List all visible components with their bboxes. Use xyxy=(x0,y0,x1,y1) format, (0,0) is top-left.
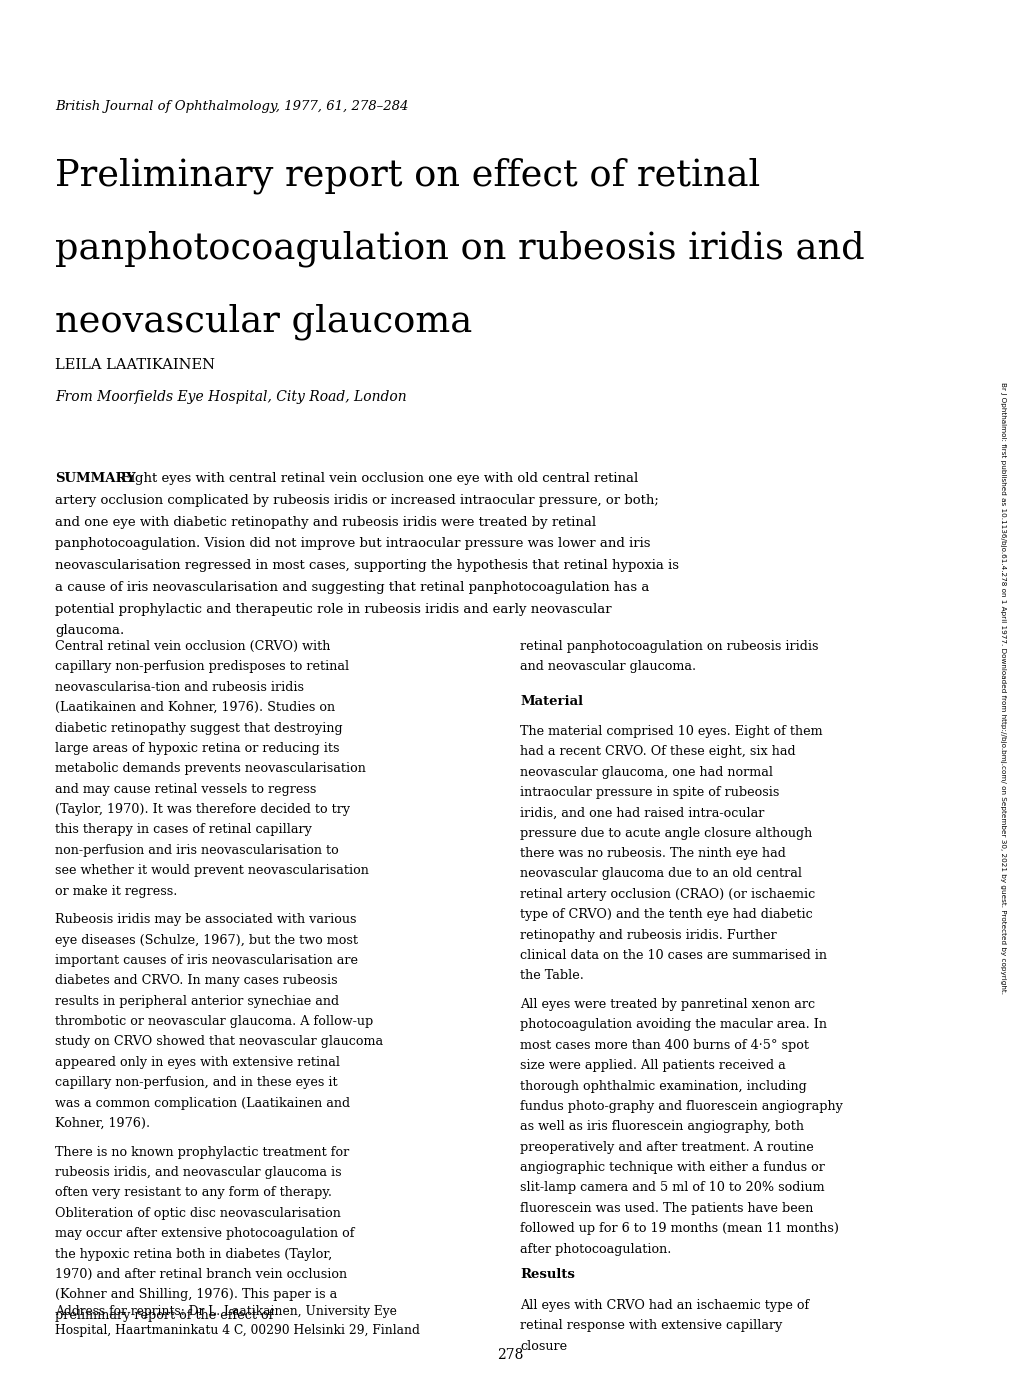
Text: fluorescein was used. The patients have been: fluorescein was used. The patients have … xyxy=(520,1202,812,1215)
Text: and may cause retinal vessels to regress: and may cause retinal vessels to regress xyxy=(55,782,316,796)
Text: there was no rubeosis. The ninth eye had: there was no rubeosis. The ninth eye had xyxy=(520,847,785,861)
Text: SUMMARY: SUMMARY xyxy=(55,472,136,485)
Text: large areas of hypoxic retina or reducing its: large areas of hypoxic retina or reducin… xyxy=(55,742,339,755)
Text: as well as iris fluorescein angiography, both: as well as iris fluorescein angiography,… xyxy=(520,1121,803,1133)
Text: Eight eyes with central retinal vein occlusion one eye with old central retinal: Eight eyes with central retinal vein occ… xyxy=(117,472,638,485)
Text: Hospital, Haartmaninkatu 4 C, 00290 Helsinki 29, Finland: Hospital, Haartmaninkatu 4 C, 00290 Hels… xyxy=(55,1325,420,1337)
Text: 278: 278 xyxy=(496,1348,523,1362)
Text: thrombotic or neovascular glaucoma. A follow-up: thrombotic or neovascular glaucoma. A fo… xyxy=(55,1015,373,1029)
Text: and neovascular glaucoma.: and neovascular glaucoma. xyxy=(520,661,695,673)
Text: All eyes with CRVO had an ischaemic type of: All eyes with CRVO had an ischaemic type… xyxy=(520,1299,808,1312)
Text: non-perfusion and iris neovascularisation to: non-perfusion and iris neovascularisatio… xyxy=(55,844,338,856)
Text: and one eye with diabetic retinopathy and rubeosis iridis were treated by retina: and one eye with diabetic retinopathy an… xyxy=(55,515,595,529)
Text: preoperatively and after treatment. A routine: preoperatively and after treatment. A ro… xyxy=(520,1140,813,1154)
Text: eye diseases (Schulze, 1967), but the two most: eye diseases (Schulze, 1967), but the tw… xyxy=(55,934,358,946)
Text: retinal panphotocoagulation on rubeosis iridis: retinal panphotocoagulation on rubeosis … xyxy=(520,640,817,653)
Text: results in peripheral anterior synechiae and: results in peripheral anterior synechiae… xyxy=(55,994,338,1008)
Text: retinal artery occlusion (CRAO) (or ischaemic: retinal artery occlusion (CRAO) (or isch… xyxy=(520,888,814,901)
Text: Kohner, 1976).: Kohner, 1976). xyxy=(55,1117,150,1131)
Text: thorough ophthalmic examination, including: thorough ophthalmic examination, includi… xyxy=(520,1080,806,1092)
Text: slit-lamp camera and 5 ml of 10 to 20% sodium: slit-lamp camera and 5 ml of 10 to 20% s… xyxy=(520,1181,823,1194)
Text: neovascularisation regressed in most cases, supporting the hypothesis that retin: neovascularisation regressed in most cas… xyxy=(55,559,679,571)
Text: Address for reprints: Dr L. Laatikainen, University Eye: Address for reprints: Dr L. Laatikainen,… xyxy=(55,1305,396,1318)
Text: diabetes and CRVO. In many cases rubeosis: diabetes and CRVO. In many cases rubeosi… xyxy=(55,975,337,987)
Text: Results: Results xyxy=(520,1268,575,1282)
Text: Preliminary report on effect of retinal: Preliminary report on effect of retinal xyxy=(55,158,759,194)
Text: There is no known prophylactic treatment for: There is no known prophylactic treatment… xyxy=(55,1146,348,1158)
Text: pressure due to acute angle closure although: pressure due to acute angle closure alth… xyxy=(520,826,811,840)
Text: Obliteration of optic disc neovascularisation: Obliteration of optic disc neovascularis… xyxy=(55,1206,340,1220)
Text: see whether it would prevent neovascularisation: see whether it would prevent neovascular… xyxy=(55,865,369,877)
Text: neovascular glaucoma: neovascular glaucoma xyxy=(55,304,472,340)
Text: angiographic technique with either a fundus or: angiographic technique with either a fun… xyxy=(520,1161,824,1175)
Text: Central retinal vein occlusion (CRVO) with: Central retinal vein occlusion (CRVO) wi… xyxy=(55,640,330,653)
Text: preliminary report of the effect of: preliminary report of the effect of xyxy=(55,1308,273,1322)
Text: Material: Material xyxy=(520,694,583,708)
Text: clinical data on the 10 cases are summarised in: clinical data on the 10 cases are summar… xyxy=(520,949,826,963)
Text: type of CRVO) and the tenth eye had diabetic: type of CRVO) and the tenth eye had diab… xyxy=(520,909,812,921)
Text: (Taylor, 1970). It was therefore decided to try: (Taylor, 1970). It was therefore decided… xyxy=(55,803,350,817)
Text: fundus photo-graphy and fluorescein angiography: fundus photo-graphy and fluorescein angi… xyxy=(520,1100,842,1113)
Text: glaucoma.: glaucoma. xyxy=(55,624,124,638)
Text: All eyes were treated by panretinal xenon arc: All eyes were treated by panretinal xeno… xyxy=(520,998,814,1011)
Text: (Kohner and Shilling, 1976). This paper is a: (Kohner and Shilling, 1976). This paper … xyxy=(55,1289,337,1301)
Text: artery occlusion complicated by rubeosis iridis or increased intraocular pressur: artery occlusion complicated by rubeosis… xyxy=(55,494,658,507)
Text: diabetic retinopathy suggest that destroying: diabetic retinopathy suggest that destro… xyxy=(55,722,342,734)
Text: intraocular pressure in spite of rubeosis: intraocular pressure in spite of rubeosi… xyxy=(520,786,779,799)
Text: was a common complication (Laatikainen and: was a common complication (Laatikainen a… xyxy=(55,1096,350,1110)
Text: Br J Ophthalmol: first published as 10.1136/bjo.61.4.278 on 1 April 1977. Downlo: Br J Ophthalmol: first published as 10.1… xyxy=(999,383,1005,994)
Text: closure: closure xyxy=(520,1340,567,1352)
Text: (Laatikainen and Kohner, 1976). Studies on: (Laatikainen and Kohner, 1976). Studies … xyxy=(55,701,335,715)
Text: British Journal of Ophthalmology, 1977, 61, 278–284: British Journal of Ophthalmology, 1977, … xyxy=(55,101,408,113)
Text: followed up for 6 to 19 months (mean 11 months): followed up for 6 to 19 months (mean 11 … xyxy=(520,1223,839,1235)
Text: retinal response with extensive capillary: retinal response with extensive capillar… xyxy=(520,1319,782,1332)
Text: neovascularisa-tion and rubeosis iridis: neovascularisa-tion and rubeosis iridis xyxy=(55,680,304,694)
Text: after photocoagulation.: after photocoagulation. xyxy=(520,1242,671,1256)
Text: iridis, and one had raised intra-ocular: iridis, and one had raised intra-ocular xyxy=(520,807,763,819)
Text: panphotocoagulation on rubeosis iridis and: panphotocoagulation on rubeosis iridis a… xyxy=(55,231,864,267)
Text: capillary non-perfusion predisposes to retinal: capillary non-perfusion predisposes to r… xyxy=(55,661,348,673)
Text: the Table.: the Table. xyxy=(520,969,583,982)
Text: or make it regress.: or make it regress. xyxy=(55,884,177,898)
Text: rubeosis iridis, and neovascular glaucoma is: rubeosis iridis, and neovascular glaucom… xyxy=(55,1166,341,1179)
Text: potential prophylactic and therapeutic role in rubeosis iridis and early neovasc: potential prophylactic and therapeutic r… xyxy=(55,603,611,616)
Text: panphotocoagulation. Vision did not improve but intraocular pressure was lower a: panphotocoagulation. Vision did not impr… xyxy=(55,537,650,551)
Text: this therapy in cases of retinal capillary: this therapy in cases of retinal capilla… xyxy=(55,823,312,836)
Text: the hypoxic retina both in diabetes (Taylor,: the hypoxic retina both in diabetes (Tay… xyxy=(55,1248,332,1260)
Text: appeared only in eyes with extensive retinal: appeared only in eyes with extensive ret… xyxy=(55,1056,339,1069)
Text: important causes of iris neovascularisation are: important causes of iris neovascularisat… xyxy=(55,954,358,967)
Text: Rubeosis iridis may be associated with various: Rubeosis iridis may be associated with v… xyxy=(55,913,357,927)
Text: neovascular glaucoma, one had normal: neovascular glaucoma, one had normal xyxy=(520,766,772,778)
Text: 1970) and after retinal branch vein occlusion: 1970) and after retinal branch vein occl… xyxy=(55,1268,346,1281)
Text: often very resistant to any form of therapy.: often very resistant to any form of ther… xyxy=(55,1187,331,1199)
Text: photocoagulation avoiding the macular area. In: photocoagulation avoiding the macular ar… xyxy=(520,1019,826,1031)
Text: retinopathy and rubeosis iridis. Further: retinopathy and rubeosis iridis. Further xyxy=(520,928,776,942)
Text: metabolic demands prevents neovascularisation: metabolic demands prevents neovascularis… xyxy=(55,763,366,775)
Text: capillary non-perfusion, and in these eyes it: capillary non-perfusion, and in these ey… xyxy=(55,1077,337,1089)
Text: size were applied. All patients received a: size were applied. All patients received… xyxy=(520,1059,785,1073)
Text: may occur after extensive photocoagulation of: may occur after extensive photocoagulati… xyxy=(55,1227,355,1241)
Text: had a recent CRVO. Of these eight, six had: had a recent CRVO. Of these eight, six h… xyxy=(520,745,795,759)
Text: study on CRVO showed that neovascular glaucoma: study on CRVO showed that neovascular gl… xyxy=(55,1036,383,1048)
Text: The material comprised 10 eyes. Eight of them: The material comprised 10 eyes. Eight of… xyxy=(520,724,821,738)
Text: a cause of iris neovascularisation and suggesting that retinal panphotocoagulati: a cause of iris neovascularisation and s… xyxy=(55,581,649,593)
Text: most cases more than 400 burns of 4·5° spot: most cases more than 400 burns of 4·5° s… xyxy=(520,1038,808,1052)
Text: neovascular glaucoma due to an old central: neovascular glaucoma due to an old centr… xyxy=(520,868,801,880)
Text: From Moorfields Eye Hospital, City Road, London: From Moorfields Eye Hospital, City Road,… xyxy=(55,390,407,403)
Text: LEILA LAATIKAINEN: LEILA LAATIKAINEN xyxy=(55,358,215,372)
